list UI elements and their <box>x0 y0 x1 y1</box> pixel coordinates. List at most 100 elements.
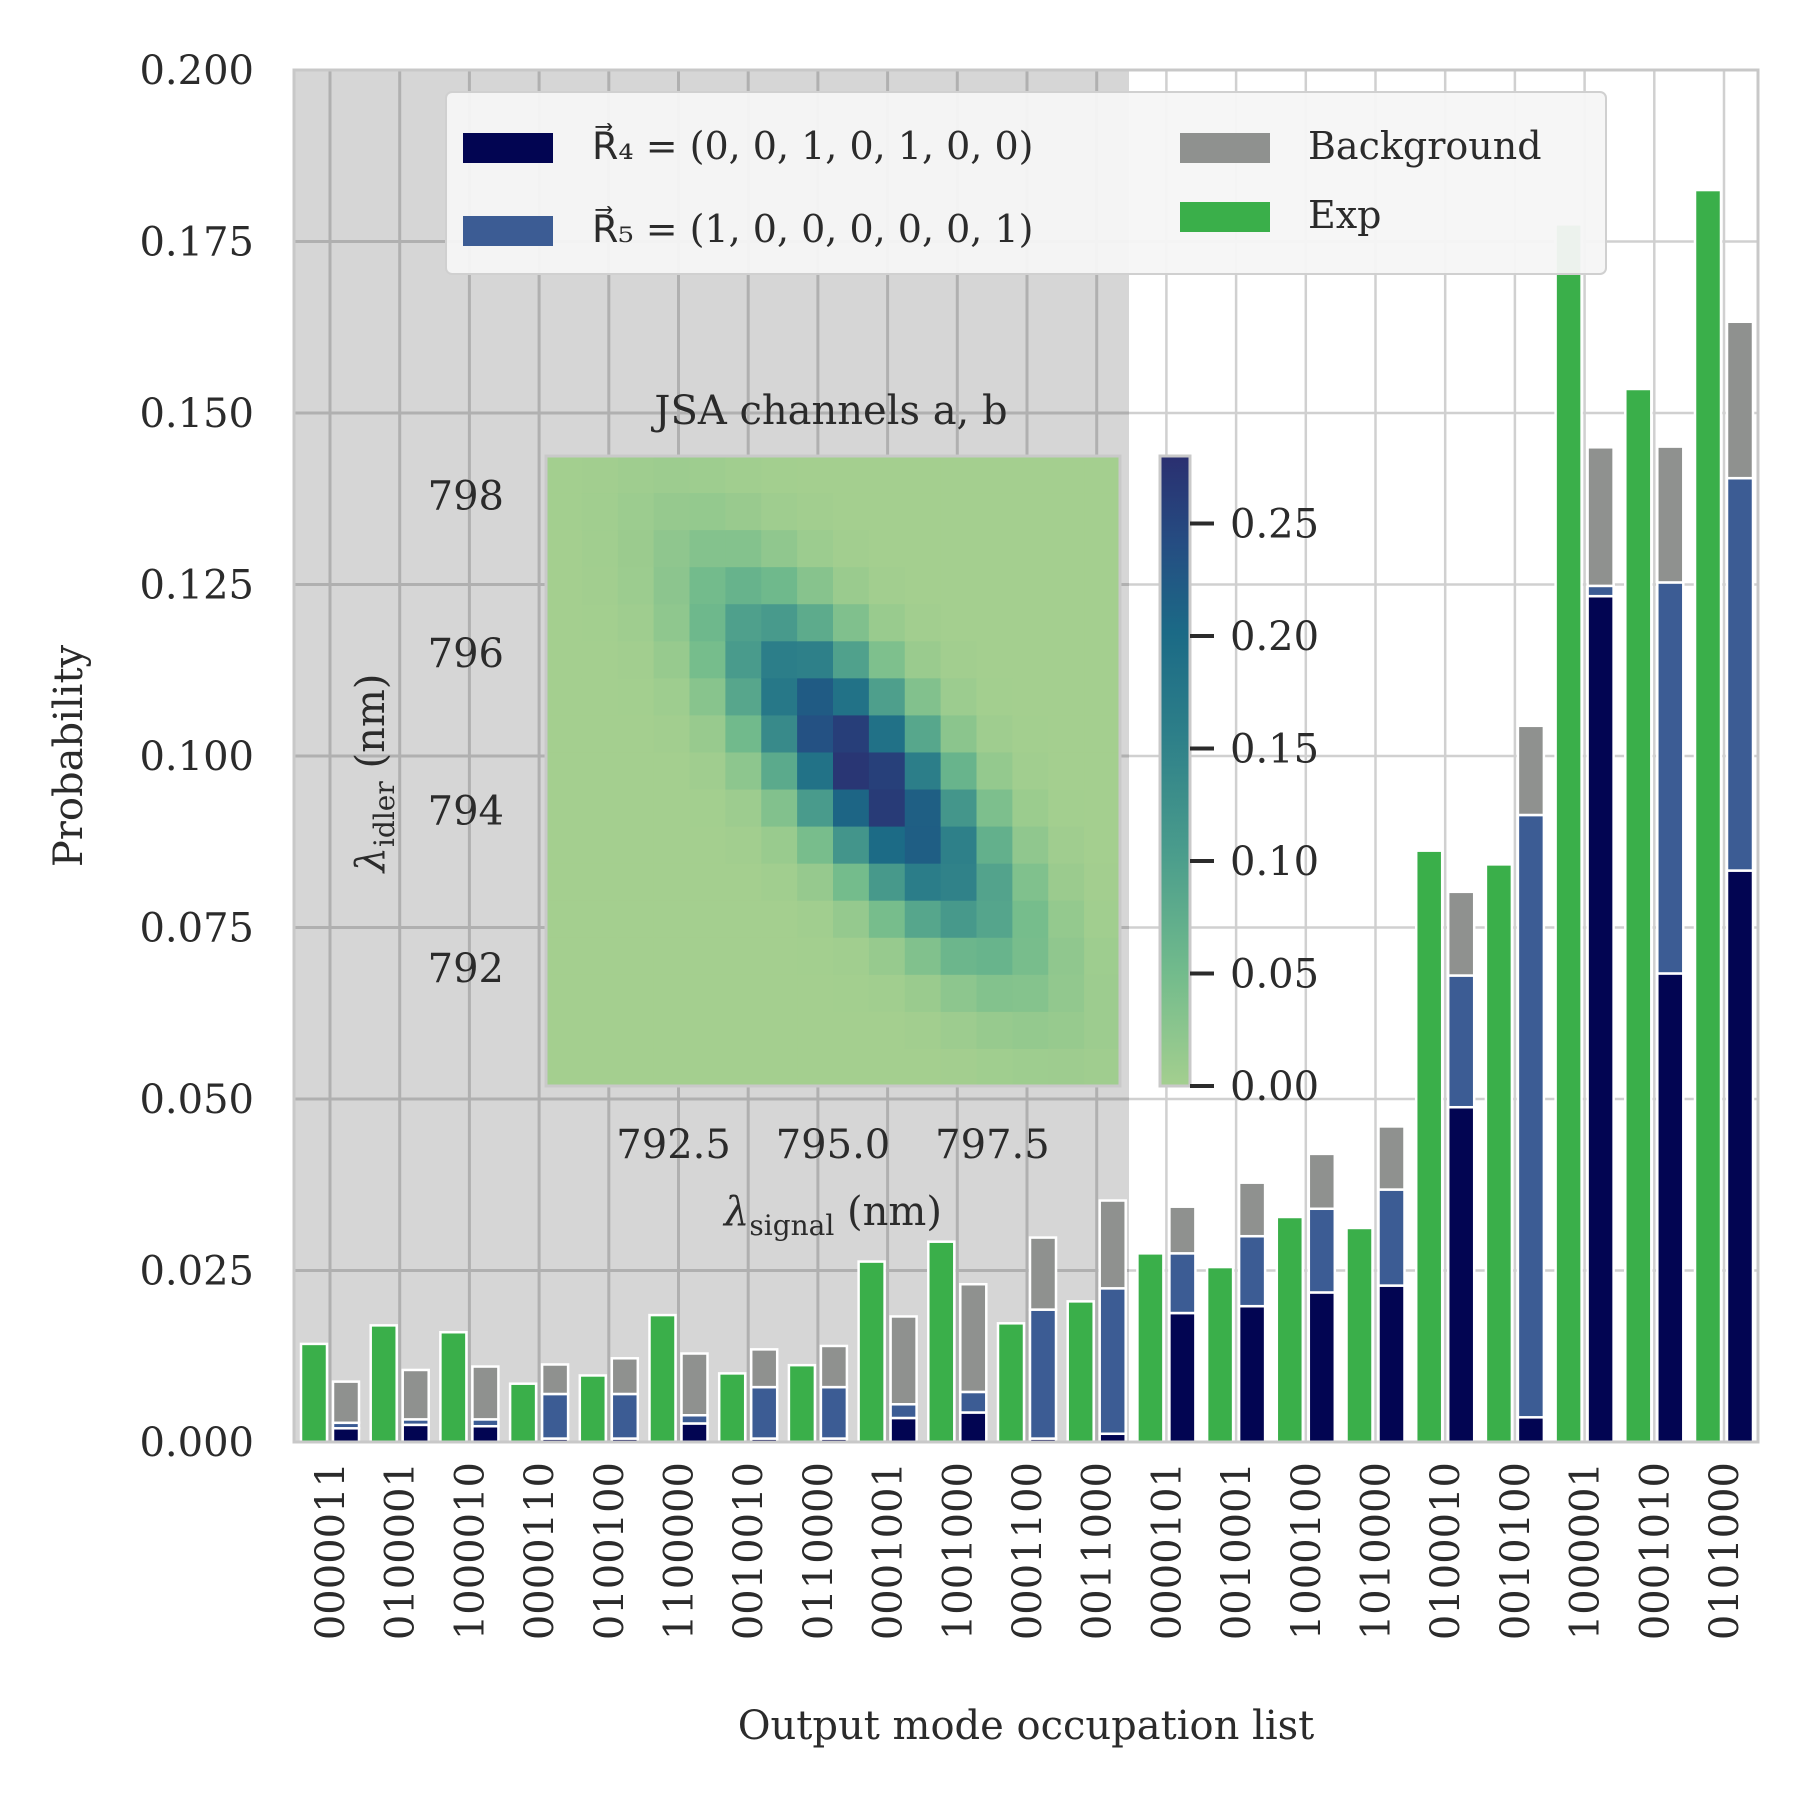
inset-x-tick-labels: 792.5 795.0 797.5 <box>616 1122 1049 1168</box>
colorbar-tick-label: 0.05 <box>1230 952 1319 998</box>
heatmap-cell <box>725 678 762 717</box>
heatmap-cell <box>940 1048 978 1087</box>
x-tick-label: 0000110 <box>517 1462 563 1640</box>
heatmap-cell <box>797 641 834 679</box>
heatmap-cell <box>1012 456 1049 494</box>
heatmap-cell <box>904 641 942 679</box>
heatmap-cell <box>1084 826 1121 865</box>
heatmap-cell <box>761 567 798 605</box>
heatmap-cell <box>1048 715 1085 754</box>
heatmap-cell <box>833 1048 870 1087</box>
bar-exp <box>1275 1215 1305 1444</box>
bar-r4 <box>1516 1416 1546 1444</box>
bar-r4 <box>1237 1304 1267 1444</box>
heatmap-cell <box>725 641 762 679</box>
heatmap-cell <box>797 863 834 902</box>
heatmap-cell <box>617 530 655 568</box>
heatmap-cell <box>833 567 870 605</box>
bar-r5 <box>1237 1234 1267 1308</box>
heatmap-cell <box>581 826 619 865</box>
heatmap-cell <box>976 789 1013 828</box>
bar-r4 <box>1377 1284 1406 1444</box>
heatmap-cell <box>904 1048 942 1087</box>
heatmap-cell <box>761 752 798 791</box>
bar-background <box>1586 446 1615 588</box>
heatmap-cell <box>868 530 906 568</box>
legend-label-r5: R⃗₅ = (1, 0, 0, 0, 0, 0, 1) <box>592 206 1033 251</box>
heatmap-cell <box>653 715 691 754</box>
bar-r5 <box>749 1385 779 1440</box>
bar-r4 <box>1446 1105 1476 1444</box>
heatmap-cell <box>833 530 870 568</box>
heatmap-cell <box>725 789 762 828</box>
heatmap-cell <box>653 937 691 976</box>
bar-background <box>1446 890 1476 977</box>
heatmap-cell <box>581 752 619 791</box>
heatmap-cell <box>904 493 942 531</box>
heatmap-cell <box>1012 715 1049 754</box>
inset-x-axis-label: λsignal (nm) <box>722 1189 942 1242</box>
heatmap-cell <box>797 678 834 717</box>
heatmap-cell <box>1012 1048 1049 1087</box>
heatmap-cell <box>833 752 870 791</box>
heatmap-cell <box>833 863 870 902</box>
bar-background <box>610 1357 640 1396</box>
heatmap-cell <box>1012 752 1049 791</box>
heatmap-cell <box>797 530 834 568</box>
heatmap-cell <box>761 641 798 679</box>
heatmap-cell <box>617 937 655 976</box>
heatmap-cell <box>797 900 834 939</box>
heatmap-cell <box>653 641 691 679</box>
bar-r4 <box>1307 1291 1337 1444</box>
heatmap-cell <box>976 604 1013 642</box>
heatmap-cell <box>904 826 942 865</box>
bar-background <box>471 1365 500 1421</box>
bar-r5 <box>819 1385 849 1440</box>
legend: R⃗₄ = (0, 0, 1, 0, 1, 0, 0) R⃗₅ = (1, 0,… <box>445 91 1607 275</box>
bar-exp <box>927 1240 956 1444</box>
bar-exp <box>439 1330 468 1444</box>
heatmap-cell <box>617 752 655 791</box>
heatmap-cell <box>833 678 870 717</box>
heatmap-cell <box>797 715 834 754</box>
heatmap-cell <box>546 789 583 828</box>
heatmap-cell <box>1048 863 1085 902</box>
heatmap-cell <box>797 826 834 865</box>
heatmap-cell <box>1048 937 1085 976</box>
heatmap-cell <box>617 863 655 902</box>
bar-background <box>1168 1205 1197 1255</box>
bar-background <box>1098 1199 1127 1290</box>
heatmap-cell <box>1048 1048 1085 1087</box>
x-tick-label: 0110000 <box>796 1462 842 1640</box>
bar-r5 <box>540 1392 570 1440</box>
x-tick-label: 0100010 <box>1423 1462 1469 1640</box>
heatmap-cell <box>617 826 655 865</box>
heatmap-cell <box>617 493 655 531</box>
heatmap-cell <box>1048 641 1085 679</box>
heatmap-cell <box>833 493 870 531</box>
heatmap-cell <box>868 567 906 605</box>
heatmap-cell <box>940 678 978 717</box>
bar-background <box>1516 724 1546 817</box>
heatmap-cell <box>976 863 1013 902</box>
heatmap-cell <box>1048 456 1085 494</box>
heatmap-cell <box>797 1011 834 1050</box>
heatmap-cell <box>1084 974 1121 1013</box>
bar-r5 <box>1307 1207 1337 1294</box>
bar-r5 <box>1725 476 1755 872</box>
heatmap-cell <box>761 900 798 939</box>
heatmap-cell <box>581 863 619 902</box>
heatmap-cell <box>904 863 942 902</box>
heatmap-cell <box>761 826 798 865</box>
bar-background <box>1725 320 1755 480</box>
heatmap-cell <box>1084 641 1121 679</box>
bar-r4 <box>889 1416 918 1444</box>
x-tick-label: 0010010 <box>726 1462 772 1640</box>
heatmap-cell <box>689 937 726 976</box>
legend-box <box>445 91 1607 275</box>
heatmap-cell <box>1084 530 1121 568</box>
inset-x-tick-label: 795.0 <box>776 1122 891 1168</box>
heatmap-cell <box>653 530 691 568</box>
heatmap-cell <box>1084 604 1121 642</box>
bar-exp <box>1624 387 1653 1444</box>
